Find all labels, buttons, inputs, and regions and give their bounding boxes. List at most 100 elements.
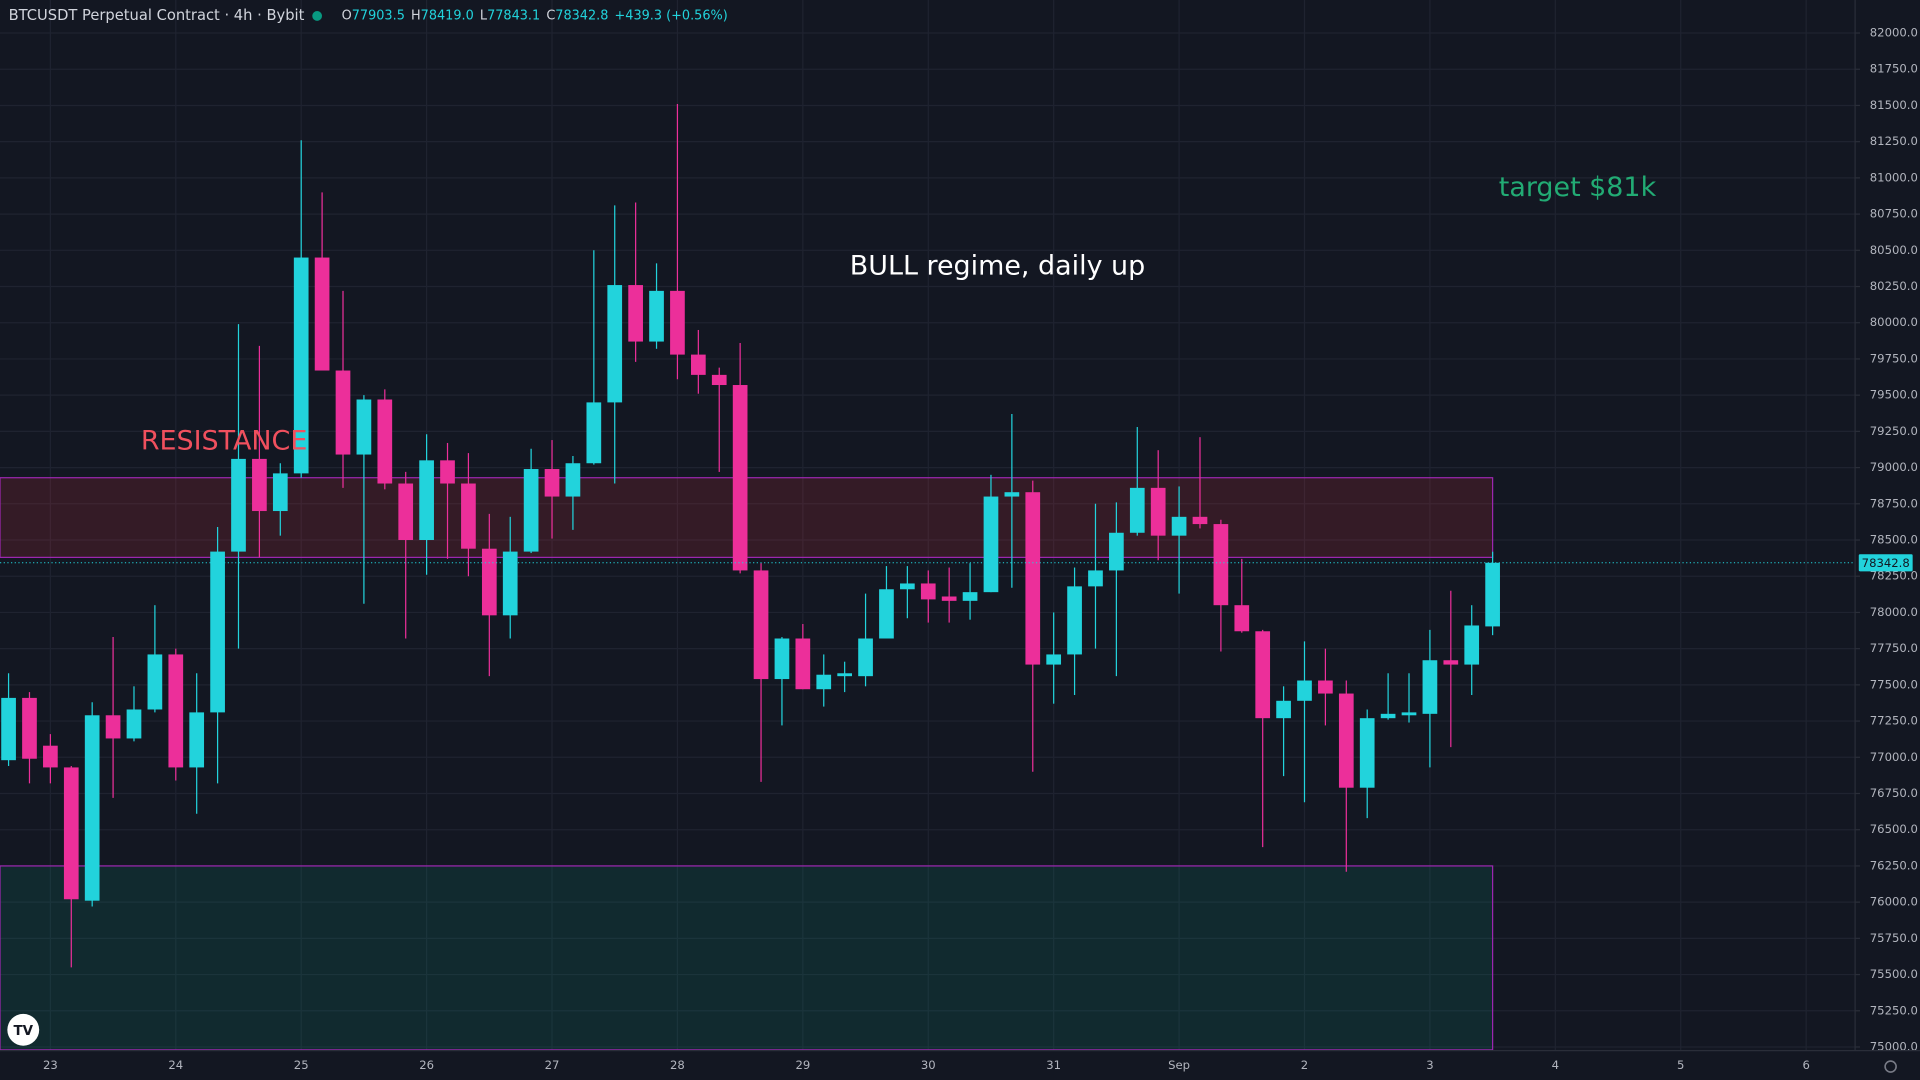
candle-body [1088,570,1103,587]
candle-body [1171,516,1187,536]
ohlc-value: 77843.1 [487,8,540,23]
candle-body [231,458,246,552]
candle-body [1192,516,1208,525]
x-tick-label: 30 [921,1058,936,1072]
candle-body [774,638,790,680]
candle-body [1150,487,1166,536]
last-price-box [1858,554,1913,572]
y-tick-label: 75500.0 [1870,967,1918,981]
x-tick-label: 26 [419,1058,434,1072]
y-tick-label: 76500.0 [1870,822,1918,836]
x-tick-label: 5 [1677,1058,1684,1072]
candle-body [795,638,811,690]
x-tick-label: Sep [1168,1058,1190,1072]
y-tick-label: 81250.0 [1870,134,1918,148]
logo-mark: TV [13,1024,33,1039]
zone [0,865,1494,1051]
candle-body [544,469,560,497]
candle-body [461,483,476,549]
x-tick-label: 23 [43,1058,58,1072]
candle-body [335,370,351,455]
candle-body [502,551,518,616]
candle-body [1234,605,1250,632]
candle-body [1213,524,1229,606]
settings-icon[interactable] [1884,1060,1897,1073]
x-tick-label: 31 [1046,1058,1061,1072]
last-price-label: 78342.8 [1862,556,1910,570]
candle-body [1401,712,1417,716]
y-tick-label: 77750.0 [1870,641,1918,655]
candle-body [63,767,79,900]
candle-body [607,285,623,403]
y-tick-label: 81500.0 [1870,98,1918,112]
symbol-title: BTCUSDT Perpetual Contract · 4h · Bybit [9,7,305,24]
x-tick-label: 25 [294,1058,309,1072]
candle-body [837,673,852,677]
x-tick-label: 28 [670,1058,685,1072]
candle-body [1297,680,1312,701]
ohlc-key: C [546,8,555,23]
candle-body [481,548,497,616]
ohlc-value: 78419.0 [421,8,474,23]
y-tick-label: 78750.0 [1870,496,1918,510]
x-tick-label: 6 [1802,1058,1809,1072]
candle-body [1025,492,1041,665]
candle-body [1255,631,1271,719]
candle-body [1004,492,1020,497]
change-value: +439.3 (+0.56%) [615,8,728,23]
x-tick-label: 24 [168,1058,183,1072]
y-tick-label: 76000.0 [1870,895,1918,909]
candle-body [356,399,372,455]
x-tick-label: 29 [795,1058,810,1072]
x-tick-label: 4 [1552,1058,1559,1072]
candle-body [22,697,37,759]
ohlc-value: 77903.5 [352,8,405,23]
annotation: BULL regime, daily up [850,250,1145,281]
candle-body [879,589,894,639]
y-tick-label: 76250.0 [1870,858,1918,872]
candle-body [1109,532,1124,571]
y-tick-label: 81000.0 [1870,170,1918,184]
candle-body [816,674,832,690]
y-tick-label: 78500.0 [1870,533,1918,547]
y-tick-label: 79000.0 [1870,460,1918,474]
candle-body [293,257,309,474]
y-tick-label: 80250.0 [1870,279,1918,293]
candle-body [1464,625,1480,665]
y-tick-label: 80750.0 [1870,207,1918,221]
y-tick-label: 78000.0 [1870,605,1918,619]
candle-body [1318,680,1333,694]
annotation: RESISTANCE [141,426,308,457]
candle-body [941,596,957,601]
y-tick-label: 82000.0 [1870,26,1918,40]
candle-body [565,463,581,497]
candle-body [711,374,727,386]
x-tick-label: 3 [1426,1058,1433,1072]
candle-body [900,583,915,590]
candle-body [858,638,873,677]
candle-body [1359,718,1375,788]
y-tick-label: 77500.0 [1870,677,1918,691]
candle-body [210,551,225,713]
ohlc-key: H [411,8,421,23]
y-tick-label: 78250.0 [1870,569,1918,583]
y-tick-label: 79250.0 [1870,424,1918,438]
y-tick-label: 76750.0 [1870,786,1918,800]
status-dot [312,11,323,21]
ohlc-value: 78342.8 [555,8,608,23]
candle-body [147,654,163,710]
candle-body [272,473,288,512]
candle-body [252,458,267,512]
candle-body [523,469,539,552]
candle-body [398,483,414,541]
x-tick-label: 2 [1301,1058,1308,1072]
logo[interactable] [7,1013,40,1046]
y-tick-label: 75250.0 [1870,1003,1918,1017]
candle-body [586,402,602,464]
candle-body [1338,693,1354,788]
candle-body [1067,586,1082,655]
candle-body [1485,562,1500,627]
candle-body [189,712,205,768]
